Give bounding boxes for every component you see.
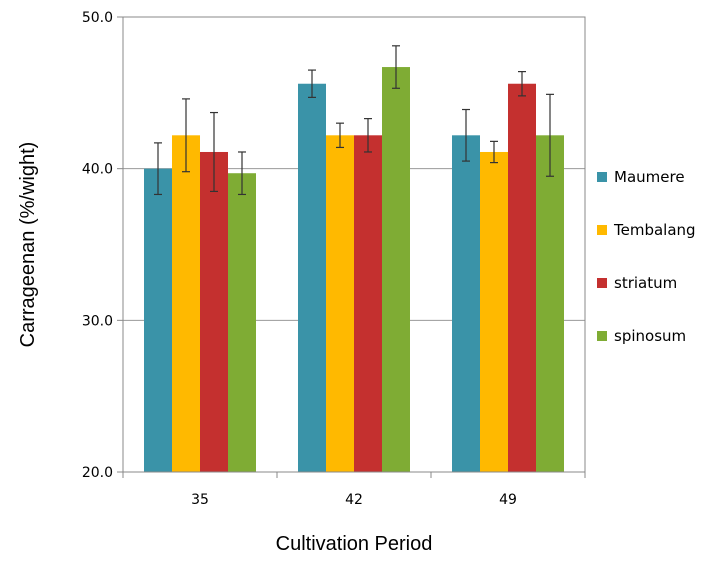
legend-swatch-maumere	[597, 172, 607, 182]
legend-label: spinosum	[614, 327, 686, 345]
x-tick-label: 42	[345, 492, 363, 508]
legend-swatch-tembalang	[597, 225, 607, 235]
x-tick-label: 49	[499, 492, 517, 508]
bar-tembalang	[480, 151, 508, 472]
legend-label: Tembalang	[613, 221, 696, 239]
y-tick-label: 50.0	[82, 10, 113, 26]
legend-label: striatum	[614, 274, 677, 292]
bar-tembalang	[172, 135, 200, 473]
x-axis-title: Cultivation Period	[276, 533, 433, 555]
legend-swatch-spinosum	[597, 331, 607, 341]
bar-spinosum	[536, 135, 564, 473]
bar-spinosum	[228, 173, 256, 472]
y-tick-label: 20.0	[82, 465, 113, 481]
bar-tembalang	[326, 135, 354, 473]
y-tick-label: 30.0	[82, 313, 113, 329]
bar-maumere	[452, 135, 480, 473]
bar-maumere	[144, 168, 172, 472]
bars	[144, 67, 564, 473]
legend: Maumere Tembalang striatum spinosum	[597, 168, 696, 345]
legend-label: Maumere	[614, 168, 685, 186]
y-tick-label: 40.0	[82, 162, 113, 178]
bar-striatum	[508, 83, 536, 472]
bar-striatum	[200, 151, 228, 472]
y-axis-ticks: 20.0 30.0 40.0 50.0	[82, 10, 123, 481]
error-bars	[154, 45, 554, 196]
bar-spinosum	[382, 67, 410, 473]
x-axis-ticks: 35 42 49	[122, 472, 586, 508]
y-axis-title: Carrageenan (%/wight)	[17, 142, 39, 348]
x-tick-label: 35	[191, 492, 209, 508]
legend-swatch-striatum	[597, 278, 607, 288]
bar-maumere	[298, 83, 326, 472]
bar-striatum	[354, 135, 382, 473]
plot-area-frame	[122, 16, 586, 473]
